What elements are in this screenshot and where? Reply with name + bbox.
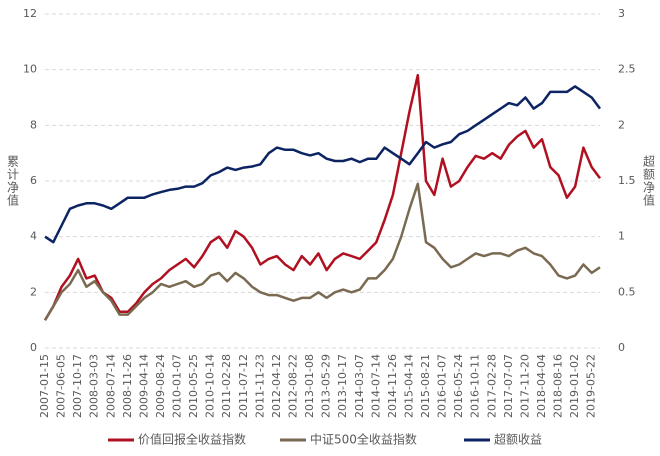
legend-label: 中证500全收益指数 (310, 432, 417, 447)
y2-tick-label: 1 (618, 230, 625, 243)
x-tick-label: 2007-10-17 (71, 354, 84, 418)
x-tick-label: 2018-08-16 (552, 354, 565, 418)
legend-label: 价值回报全收益指数 (138, 432, 246, 447)
x-tick-label: 2009-04-14 (137, 354, 150, 418)
x-tick-label: 2011-07-12 (237, 354, 250, 418)
x-tick-label: 2011-02-28 (220, 354, 233, 418)
x-tick-label: 2013-05-29 (320, 354, 333, 418)
x-tick-label: 2019-01-02 (568, 354, 581, 418)
x-tick-label: 2007-06-05 (55, 354, 68, 418)
x-tick-label: 2013-01-08 (303, 354, 316, 418)
x-tick-label: 2012-04-12 (270, 354, 283, 418)
y2-tick-label: 2 (618, 118, 625, 131)
y2-tick-label: 1.5 (618, 174, 636, 187)
x-tick-label: 2010-01-07 (171, 354, 184, 418)
x-tick-label: 2015-04-14 (402, 354, 415, 418)
x-tick-label: 2008-11-26 (121, 354, 134, 418)
x-tick-label: 2016-05-24 (452, 354, 465, 418)
x-tick-label: 2017-07-07 (502, 354, 515, 418)
x-tick-label: 2009-08-24 (154, 354, 167, 418)
series-line (43, 182, 601, 321)
y2-tick-label: 0.5 (618, 285, 636, 298)
x-tick-label: 2019-05-22 (585, 354, 598, 418)
x-tick-label: 2017-11-20 (518, 354, 531, 418)
y2-tick-label: 2.5 (618, 63, 636, 76)
y2-tick-label: 3 (618, 7, 625, 20)
y-tick-label: 2 (30, 285, 37, 298)
x-tick-label: 2008-07-14 (104, 354, 117, 418)
x-tick-label: 2016-01-07 (436, 354, 449, 418)
y-tick-label: 4 (30, 230, 37, 243)
x-tick-label: 2011-11-23 (253, 354, 266, 418)
x-tick-label: 2007-01-15 (38, 354, 51, 418)
y2-tick-label: 0 (618, 341, 625, 354)
x-tick-label: 2010-10-14 (204, 354, 217, 418)
x-tick-label: 2008-03-03 (88, 354, 101, 418)
x-tick-label: 2014-07-14 (369, 354, 382, 418)
y-axis-label: 累计净值 (6, 155, 20, 207)
x-tick-label: 2014-11-26 (386, 354, 399, 418)
series-line (44, 85, 602, 244)
x-tick-label: 2018-04-04 (535, 354, 548, 418)
x-tick-label: 2013-10-17 (336, 354, 349, 418)
y-tick-label: 6 (30, 174, 37, 187)
x-tick-label: 2015-08-21 (419, 354, 432, 418)
x-tick-label: 2016-10-11 (469, 354, 482, 418)
x-tick-label: 2012-08-22 (287, 354, 300, 418)
x-tick-label: 2014-03-07 (353, 354, 366, 418)
y-tick-label: 12 (23, 7, 37, 20)
x-tick-label: 2010-05-25 (187, 354, 200, 418)
y-tick-label: 10 (23, 63, 37, 76)
y-tick-label: 8 (30, 118, 37, 131)
x-tick-label: 2017-02-28 (485, 354, 498, 418)
series-line (43, 73, 602, 321)
y-tick-label: 0 (30, 341, 37, 354)
legend-label: 超额收益 (494, 432, 542, 447)
y2-axis-label: 超额净值 (642, 154, 656, 207)
